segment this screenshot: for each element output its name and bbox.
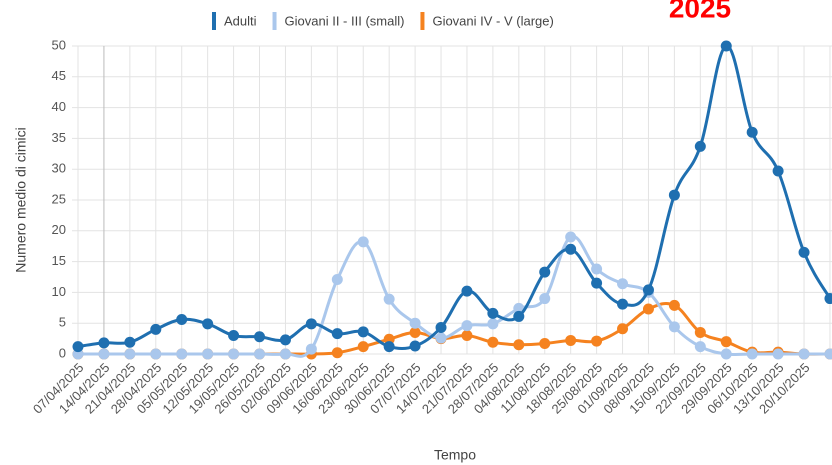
grid [72, 45, 832, 355]
data-point [772, 348, 784, 360]
data-point [694, 326, 706, 338]
data-point [357, 326, 369, 338]
data-point [150, 348, 162, 360]
annotation: 2025 [669, 0, 731, 23]
data-point [228, 330, 240, 342]
data-point [720, 40, 732, 52]
data-point [539, 293, 551, 305]
data-point [668, 189, 680, 201]
marks [72, 40, 832, 360]
y-tick-label: 50 [52, 37, 66, 52]
data-point [642, 303, 654, 315]
y-tick-label: 25 [52, 191, 66, 206]
data-point [435, 332, 447, 344]
data-point [331, 328, 343, 340]
data-point [539, 338, 551, 350]
data-point [305, 318, 317, 330]
y-tick-label: 20 [52, 222, 66, 237]
data-point [279, 348, 291, 360]
data-point [357, 341, 369, 353]
data-point [461, 330, 473, 342]
data-point [513, 310, 525, 322]
data-point [228, 348, 240, 360]
legend-swatch [420, 12, 425, 30]
data-point [642, 284, 654, 296]
y-tick-label: 10 [52, 284, 66, 299]
data-point [617, 278, 629, 290]
y-tick-label: 15 [52, 253, 66, 268]
data-point [150, 323, 162, 335]
data-point [772, 165, 784, 177]
data-point [746, 348, 758, 360]
data-point [591, 277, 603, 289]
data-point [124, 348, 136, 360]
data-point [409, 340, 421, 352]
data-point [202, 318, 214, 330]
y-axis-label: Numero medio di cimici [13, 127, 29, 272]
data-point [176, 314, 188, 326]
data-point [565, 243, 577, 255]
data-point [383, 341, 395, 353]
data-point [487, 336, 499, 348]
data-point [824, 348, 832, 360]
data-point [383, 293, 395, 305]
legend-label: Giovani IV - V (large) [432, 13, 553, 28]
data-point [254, 331, 266, 343]
data-point [668, 321, 680, 333]
data-point [798, 246, 810, 258]
y-tick-label: 5 [59, 315, 66, 330]
data-point [202, 348, 214, 360]
y-tick-label: 40 [52, 99, 66, 114]
y-tick-label: 0 [59, 345, 66, 360]
legend-swatch [212, 12, 216, 30]
series-line [77, 302, 830, 356]
data-point [668, 299, 680, 311]
data-point [539, 266, 551, 278]
data-point [487, 307, 499, 319]
data-point [720, 336, 732, 348]
data-point [331, 273, 343, 285]
data-point [254, 348, 266, 360]
data-point [694, 140, 706, 152]
y-tick-label: 30 [52, 161, 66, 176]
data-point [824, 293, 832, 305]
data-point [694, 341, 706, 353]
data-point [720, 348, 732, 360]
data-point [591, 263, 603, 275]
data-point [279, 334, 291, 346]
data-point [124, 336, 136, 348]
x-axis-label: Tempo [434, 447, 476, 463]
data-point [461, 320, 473, 332]
data-point [591, 335, 603, 347]
data-point [798, 348, 810, 360]
data-point [513, 339, 525, 351]
legend-label: Giovani II - III (small) [285, 13, 405, 28]
legend-swatch [272, 12, 277, 30]
y-tick-label: 45 [52, 68, 66, 83]
data-point [435, 322, 447, 334]
data-point [331, 347, 343, 359]
data-point [565, 334, 577, 346]
data-point [746, 126, 758, 138]
legend-label: Adulti [224, 13, 257, 28]
data-point [617, 323, 629, 335]
data-point [409, 326, 421, 338]
data-point [98, 337, 110, 349]
data-point [461, 285, 473, 297]
data-point [357, 236, 369, 248]
series-line [77, 44, 832, 351]
data-point [98, 348, 110, 360]
data-point [72, 341, 84, 353]
y-tick-label: 35 [52, 130, 66, 145]
data-point [176, 348, 188, 360]
data-point [617, 298, 629, 310]
data-point [565, 231, 577, 243]
data-point [305, 343, 317, 355]
data-point [487, 318, 499, 330]
data-point [409, 317, 421, 329]
